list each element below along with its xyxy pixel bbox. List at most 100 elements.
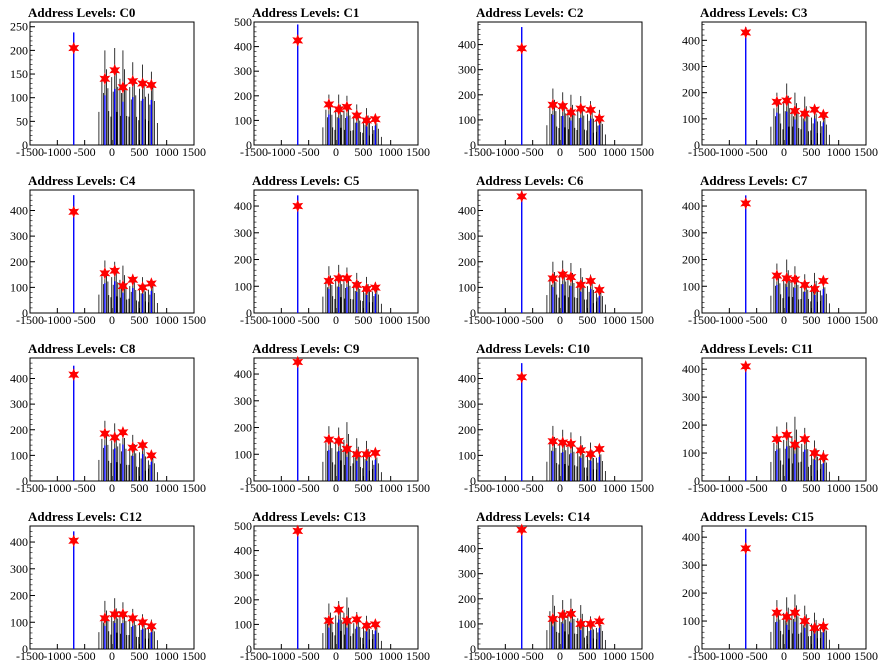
peak-marker [585,274,597,288]
y-tick-label: 100 [682,446,700,460]
x-tick-label: -500 [746,649,768,663]
chart-plot-5: 0 100 200 300 400 -1500 -1000 -500 0 500 1000 1500 [234,189,430,327]
y-tick-label: 0 [694,474,700,488]
peak-marker [771,95,783,109]
y-tick-label: 200 [234,89,252,103]
x-tick-label: -500 [522,145,544,159]
x-tick-label: 500 [578,145,596,159]
y-tick-label: 0 [22,474,28,488]
y-tick-label: 300 [682,59,700,73]
x-tick-label: -1000 [43,481,71,495]
x-tick-label: 1000 [603,313,627,327]
x-tick-label: 1000 [155,481,179,495]
peak-marker [99,427,111,440]
x-tick-label: -1500 [464,313,492,327]
x-tick-label: 1000 [155,145,179,159]
peak-marker [292,524,304,538]
peak-marker [809,446,821,460]
peak-marker [516,42,528,55]
peak-marker [127,611,139,625]
chart-panel-9: Address Levels: C9 0 100 200 300 400 -1500 -100… [224,336,448,504]
chart-plot-13: 0 100 200 300 400 500 -1500 -1000 -500 0 500 1000 15… [234,519,430,663]
y-tick-label: 300 [458,567,476,581]
x-tick-label: -500 [298,145,320,159]
peak-marker [99,611,111,625]
y-tick-label: 300 [458,397,476,411]
x-tick-label: 1500 [406,481,430,495]
y-tick-label: 100 [10,280,28,294]
chart-panel-15: Address Levels: C15 0 100 200 300 400 -1500 -10… [672,504,896,672]
x-tick-label: 0 [781,145,787,159]
x-tick-label: 1000 [603,481,627,495]
x-tick-label: 1500 [854,649,878,663]
x-tick-label: -1000 [43,649,71,663]
peak-marker [593,283,605,297]
y-tick-label: 0 [246,642,252,656]
y-tick-label: 150 [10,67,28,81]
chart-title: Address Levels: C1 [252,5,360,20]
chart-panel-2: Address Levels: C2 0 100 200 300 400 -1500 -100… [448,0,672,168]
peak-marker [137,615,149,629]
x-tick-label: -1500 [16,313,44,327]
y-tick-label: 200 [10,589,28,603]
y-tick-label: 400 [10,535,28,549]
y-tick-label: 400 [682,362,700,376]
x-tick-label: -1500 [240,313,268,327]
y-tick-label: 100 [234,617,252,631]
chart-plot-0: 0 50 100 150 200 250 -1500 -1000 -500 0 500 1000 150… [10,20,206,159]
peak-marker [781,94,793,107]
peak-marker [68,205,80,219]
peak-marker [323,98,335,111]
y-tick-label: 300 [458,63,476,77]
x-tick-label: 0 [781,481,787,495]
x-tick-label: -1000 [715,481,743,495]
x-tick-label: 0 [557,481,563,495]
chart-panel-12: Address Levels: C12 0 100 200 300 400 -1500 -10… [0,504,224,672]
x-tick-label: 0 [557,313,563,327]
y-tick-label: 400 [682,530,700,544]
y-tick-label: 100 [234,447,252,461]
peak-marker [789,104,801,118]
x-tick-label: 0 [109,145,115,159]
x-tick-label: -1500 [688,649,716,663]
x-tick-label: 0 [333,145,339,159]
x-tick-label: -1500 [16,481,44,495]
x-tick-label: -1500 [16,649,44,663]
peak-marker [333,603,345,616]
peak-marker [565,437,577,451]
y-tick-label: 0 [22,138,28,152]
chart-plot-3: 0 100 200 300 400 -1500 -1000 -500 0 500 1000 1500 [682,21,878,159]
y-tick-label: 0 [470,642,476,656]
peak-marker [781,271,793,285]
y-tick-label: 200 [10,423,28,437]
chart-plot-15: 0 100 200 300 400 -1500 -1000 -500 0 500 1000 1500 [682,525,878,663]
y-tick-label: 100 [10,448,28,462]
x-tick-label: -1000 [715,649,743,663]
peak-marker [547,434,559,448]
peak-marker [351,109,363,122]
y-tick-label: 0 [22,306,28,320]
x-tick-label: -500 [298,481,320,495]
x-tick-label: -1500 [688,481,716,495]
chart-panel-4: Address Levels: C4 0 100 200 300 400 -1500 -100… [0,168,224,336]
x-tick-label: 500 [354,649,372,663]
x-tick-label: -500 [74,481,96,495]
peak-marker [809,282,821,296]
x-tick-label: -500 [74,649,96,663]
chart-title: Address Levels: C9 [252,341,360,356]
peak-marker [117,80,129,94]
x-tick-label: -1500 [16,145,44,159]
chart-panel-10: Address Levels: C10 0 100 200 300 400 -1500 -10… [448,336,672,504]
y-tick-label: 0 [470,474,476,488]
y-tick-label: 100 [682,614,700,628]
chart-panel-1: Address Levels: C1 0 100 200 300 400 500 -1500-… [224,0,448,168]
peak-marker [341,614,353,628]
peak-marker [799,278,811,292]
y-tick-label: 400 [458,542,476,556]
chart-plot-7: 0 100 200 300 400 -1500 -1000 -500 0 500 1000 1500 [682,189,878,327]
x-tick-label: 1500 [630,313,654,327]
chart-plot-1: 0 100 200 300 400 500 -1500 -1000 -500 0 500 1000 15… [234,15,430,159]
y-tick-label: 100 [458,113,476,127]
x-tick-label: -500 [522,649,544,663]
chart-panel-11: Address Levels: C11 0 100 200 300 400 -1500 -10… [672,336,896,504]
